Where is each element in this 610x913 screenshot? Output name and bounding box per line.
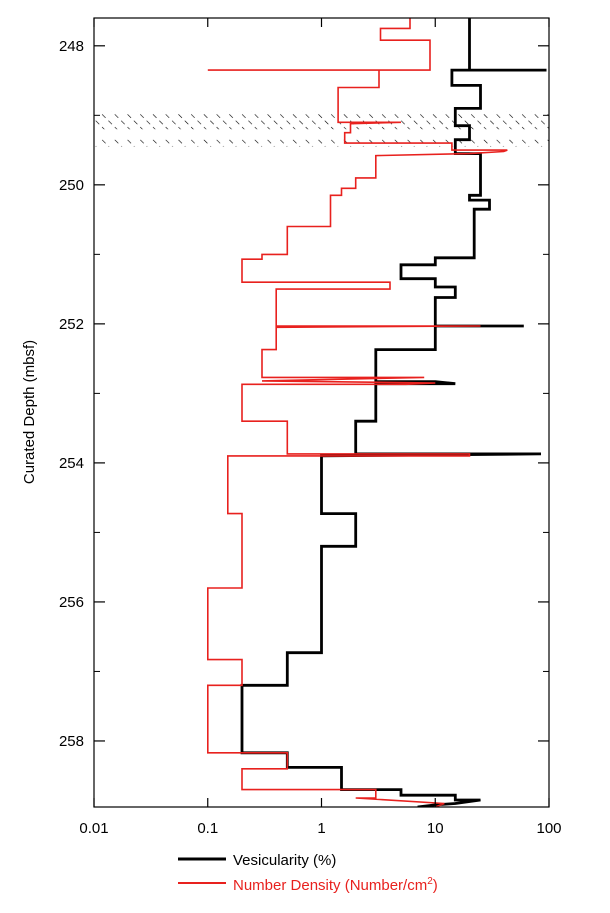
plot-frame (93, 17, 550, 808)
hatched-band-1 (94, 139, 549, 147)
y-tick-label-1: 250 (59, 177, 84, 194)
x-axis: 0.01 0.1 1 10 100 (79, 18, 562, 837)
legend-label-number-density: Number Density (Number/cm2) (233, 876, 438, 894)
x-tick-label-2: 1 (317, 820, 325, 837)
y-axis-title: Curated Depth (mbsf) (21, 340, 38, 484)
x-tick-label-3: 10 (427, 820, 444, 837)
y-axis: 248 250 252 254 256 258 (59, 38, 549, 750)
legend-label-number-density-end: ) (433, 877, 438, 894)
y-tick-label-0: 248 (59, 38, 84, 55)
legend-label-vesicularity: Vesicularity (%) (233, 852, 336, 869)
legend-label-number-density-sup: 2 (427, 876, 433, 887)
series-line-number-density (207, 18, 508, 807)
x-tick-label-0: 0.01 (79, 820, 108, 837)
y-tick-label-4: 256 (59, 594, 84, 611)
y-tick-label-3: 254 (59, 455, 84, 472)
y-tick-label-2: 252 (59, 316, 84, 333)
legend: Vesicularity (%) Number Density (Number/… (178, 852, 438, 894)
y-tick-label-5: 258 (59, 733, 84, 750)
series-line-vesicularity (240, 18, 547, 807)
legend-label-number-density-main: Number Density (Number/cm (233, 877, 427, 894)
hatched-band-0 (94, 111, 549, 130)
hatched-bands (94, 111, 549, 147)
x-tick-label-4: 100 (536, 820, 561, 837)
x-tick-label-1: 0.1 (197, 820, 218, 837)
series-layer (207, 18, 547, 807)
